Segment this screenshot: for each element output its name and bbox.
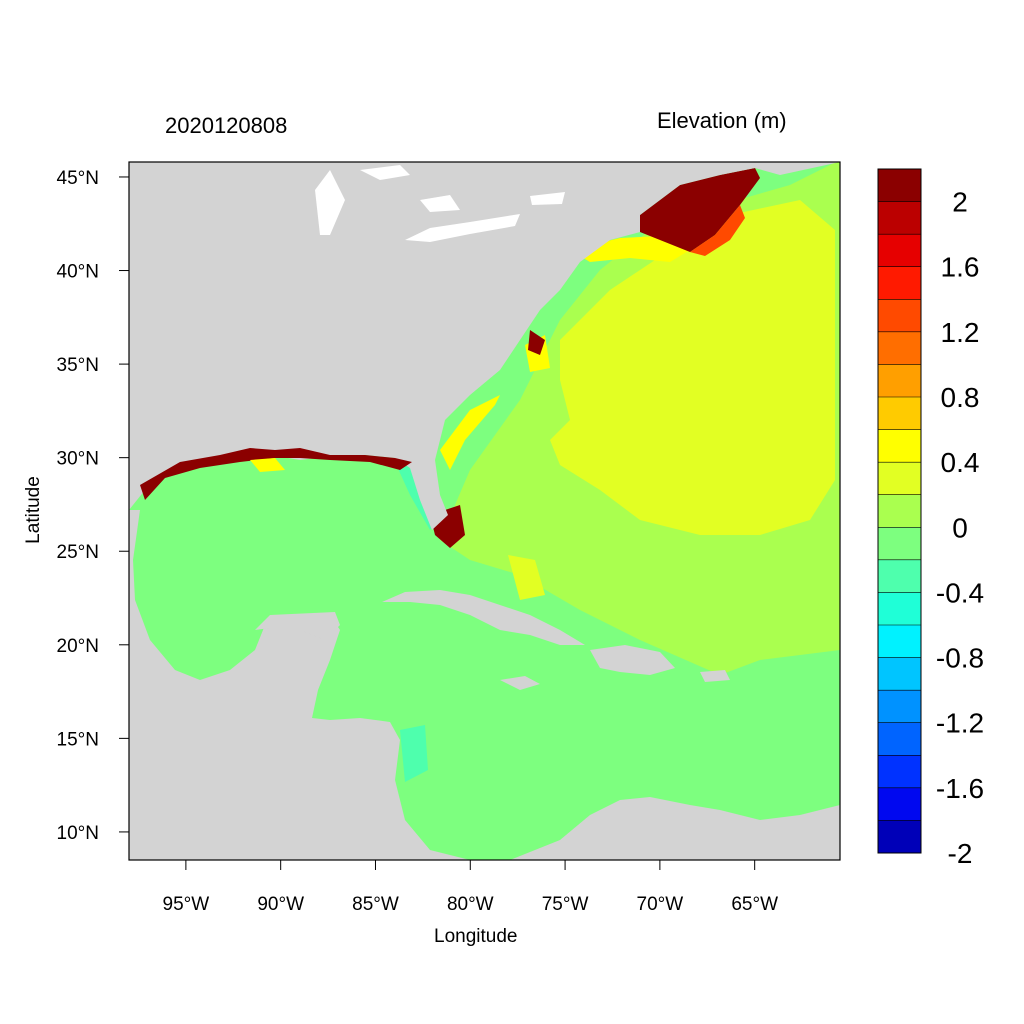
colorbar-label: -0.8 [936,643,984,674]
colorbar: 2 1.6 1.2 0.8 0.4 0 -0.4 -0.8 -1.2 -1.6 -2 [877,168,984,869]
map-frame [128,161,841,861]
longitude-ticks: 95°W 90°W 85°W 80°W 75°W 70°W 65°W [163,860,778,915]
lon-tick-label: 95°W [163,894,210,915]
colorbar-label: 1.2 [941,317,980,348]
coastal-surge-yellow [570,236,690,262]
colorbar-bin [878,657,921,691]
colorbar-bin [878,787,921,821]
coastal-surge-yellow [440,395,500,470]
lat-tick-label: 30°N [57,449,99,470]
surge-gradient-northeast [690,205,745,256]
colorbar-bin [878,266,921,300]
colorbar-bin [878,690,921,724]
louisiana-yellow [250,458,285,472]
lon-tick-label: 70°W [637,894,684,915]
bahamas-yellow [508,555,545,600]
colorbar-bin [878,364,921,398]
map-canvas [129,162,840,860]
colorbar-bin [878,299,921,333]
lon-tick-label: 80°W [447,894,494,915]
colorbar-bin [878,397,921,430]
lat-tick-label: 15°N [57,729,99,750]
colorbar-bin [878,331,921,365]
colorbar-bin [878,559,921,593]
colorbar-bin [878,625,921,658]
lat-tick-label: 20°N [57,636,99,657]
colorbar-bin [878,201,921,235]
colorbar-label: -1.6 [936,773,984,804]
surge-extreme-northeast [640,168,760,252]
colorbar-bin [878,169,921,202]
lat-tick-label: 35°N [57,355,99,376]
lat-tick-label: 10°N [57,823,99,844]
colorbar-label: -1.2 [936,708,984,739]
gulf-coast-surge [140,448,412,500]
lon-tick-label: 90°W [257,894,304,915]
colorbar-bin [878,592,921,626]
colorbar-label: 0 [952,512,968,543]
colorbar-bin [878,494,921,528]
lat-tick-label: 25°N [57,542,99,563]
colorbar-label: -0.4 [936,577,984,608]
date-label: 2020120808 [165,113,288,138]
colorbar-bin [878,234,921,268]
x-axis-label: Longitude [434,926,518,947]
lat-tick-label: 45°N [57,168,99,189]
latitude-ticks: 45°N 40°N 35°N 30°N 25°N 20°N 15°N 10°N [57,168,129,844]
variable-label: Elevation (m) [657,108,787,133]
colorbar-label: 1.6 [941,252,980,283]
colorbar-bin [878,527,921,561]
lat-tick-label: 40°N [57,262,99,283]
colorbar-bin [878,722,921,756]
surge-extreme-carolina [528,330,545,355]
colorbar-bin [878,820,921,854]
lon-tick-label: 65°W [731,894,778,915]
colorbar-label: -2 [948,838,973,869]
colorbar-bin [878,462,921,496]
atlantic-high-field [550,200,835,535]
lon-tick-label: 75°W [542,894,589,915]
colorbar-bin [878,755,921,789]
lon-tick-label: 85°W [352,894,399,915]
colorbar-label: 0.4 [941,447,980,478]
colorbar-frame [877,168,922,854]
land-mask [129,162,840,860]
colorbar-label: 2 [952,187,968,218]
colorbar-bin [878,429,921,463]
colorbar-label: 0.8 [941,382,980,413]
coastal-negative-cyan [400,725,428,782]
